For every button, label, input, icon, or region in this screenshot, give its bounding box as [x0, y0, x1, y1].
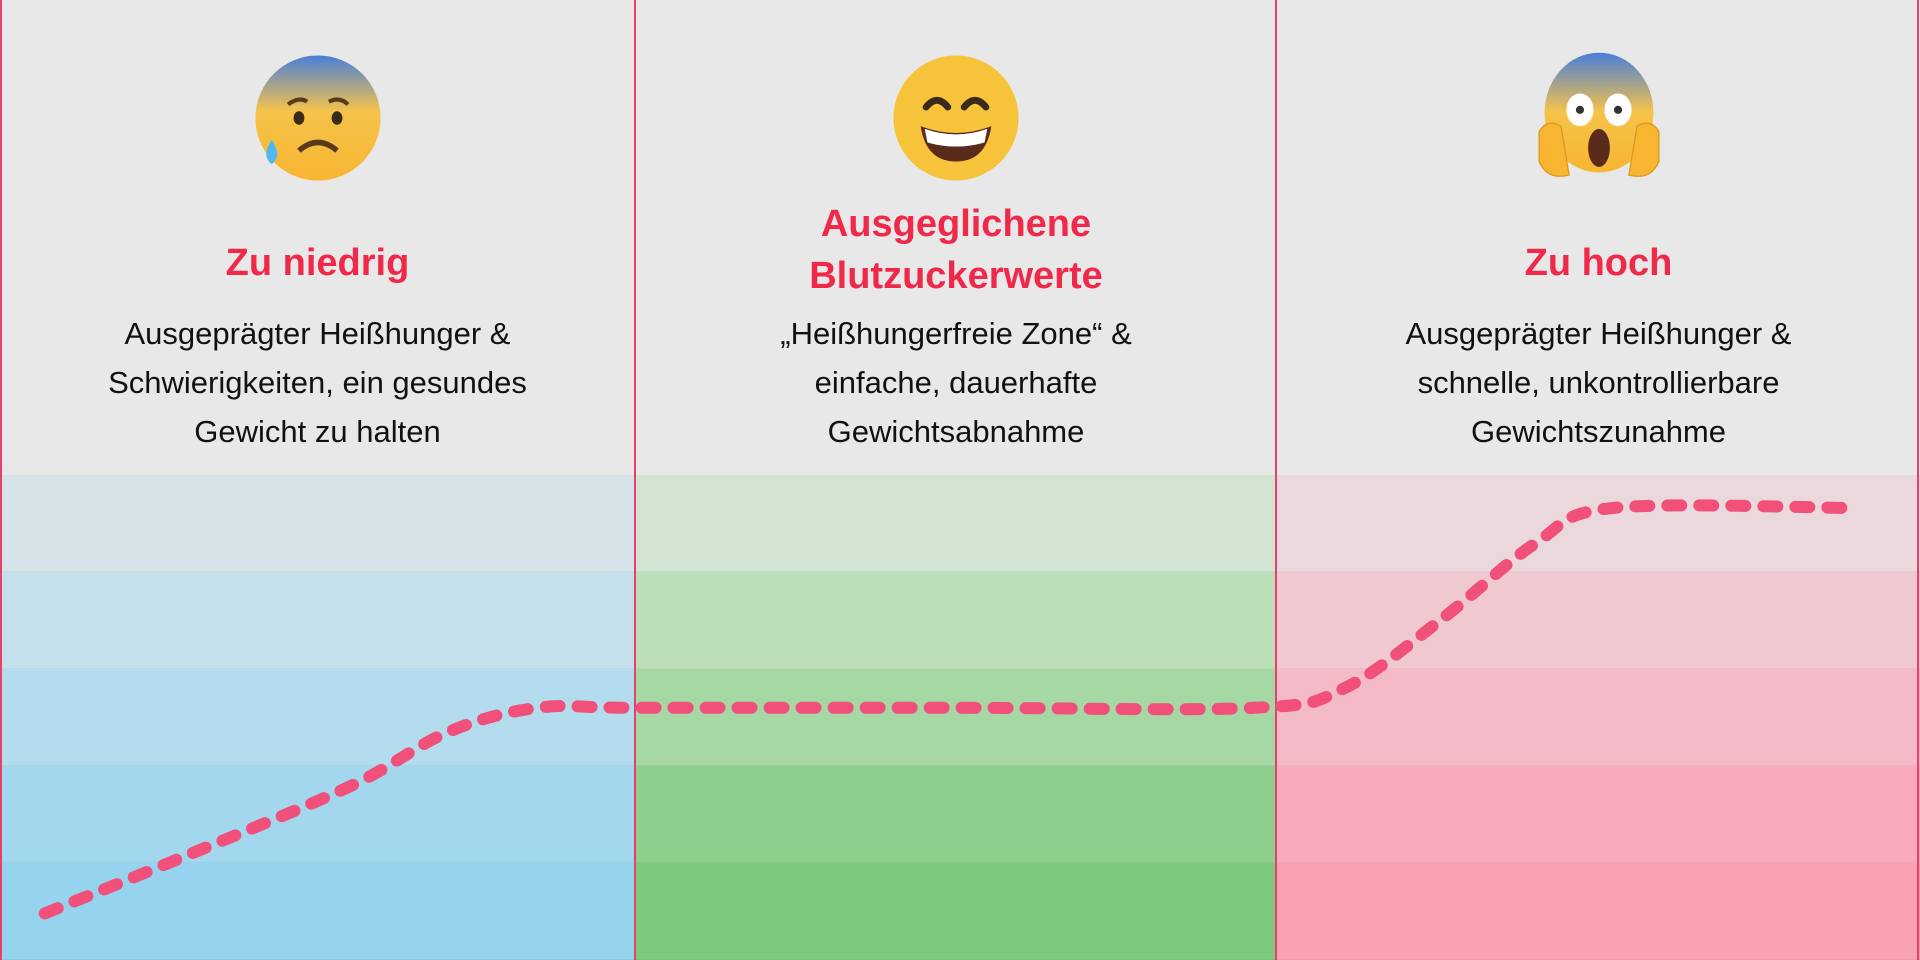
- level-band: [636, 766, 1276, 863]
- column-too-low: Zu niedrig Ausgeprägter Heißhunger & Sch…: [0, 0, 635, 960]
- header-balanced: Ausgeglichene Blutzuckerwerte „Heißhunge…: [636, 0, 1276, 475]
- description-line: „Heißhungerfreie Zone“ &: [780, 316, 1132, 351]
- bands-blue: [0, 475, 635, 960]
- column-title: Zu niedrig: [225, 242, 410, 284]
- divider-right: [1917, 0, 1919, 960]
- header-too-low: Zu niedrig Ausgeprägter Heißhunger & Sch…: [0, 0, 635, 475]
- level-band: [1277, 572, 1920, 669]
- description-line: Schwierigkeiten, ein gesundes: [108, 365, 527, 400]
- column-title: Zu hoch: [1524, 242, 1673, 284]
- column-description: „Heißhungerfreie Zone“ & einfache, dauer…: [636, 309, 1276, 456]
- level-band: [0, 766, 635, 863]
- divider-2: [1275, 0, 1277, 960]
- title-line: Ausgeglichene: [820, 203, 1092, 245]
- bands-green: [636, 475, 1276, 960]
- screaming-face-icon: [1537, 52, 1660, 177]
- divider-1: [634, 0, 636, 960]
- level-band: [0, 669, 635, 766]
- level-band: [1277, 669, 1920, 766]
- description-line: schnelle, unkontrollierbare: [1417, 365, 1780, 400]
- description-line: Ausgeprägter Heißhunger &: [1405, 316, 1792, 351]
- level-band: [636, 572, 1276, 669]
- grinning-face-icon: [893, 55, 1019, 181]
- level-band: [636, 669, 1276, 766]
- title-line: Blutzuckerwerte: [809, 255, 1103, 297]
- description-line: Gewicht zu halten: [194, 414, 441, 449]
- level-band: [0, 475, 635, 572]
- description-line: einfache, dauerhafte: [814, 365, 1098, 400]
- curve-line: [38, 499, 1862, 920]
- anxious-face-with-sweat-icon: [254, 55, 381, 181]
- header-too-high: Zu hoch Ausgeprägter Heißhunger & schnel…: [1277, 0, 1920, 475]
- level-band: [1277, 475, 1920, 572]
- column-title: Ausgeglichene Blutzuckerwerte: [636, 198, 1276, 302]
- divider-left: [0, 0, 2, 960]
- description-line: Ausgeprägter Heißhunger &: [124, 316, 511, 351]
- level-band: [636, 475, 1276, 572]
- column-too-high: Zu hoch Ausgeprägter Heißhunger & schnel…: [1277, 0, 1920, 960]
- column-description: Ausgeprägter Heißhunger & schnelle, unko…: [1277, 309, 1920, 456]
- level-band: [636, 863, 1276, 960]
- level-band: [1277, 766, 1920, 863]
- column-description: Ausgeprägter Heißhunger & Schwierigkeite…: [0, 309, 635, 456]
- description-line: Gewichtsabnahme: [827, 414, 1085, 449]
- description-line: Gewichtszunahme: [1470, 414, 1726, 449]
- column-balanced: Ausgeglichene Blutzuckerwerte „Heißhunge…: [636, 0, 1276, 960]
- bands-red: [1277, 475, 1920, 960]
- level-band: [0, 572, 635, 669]
